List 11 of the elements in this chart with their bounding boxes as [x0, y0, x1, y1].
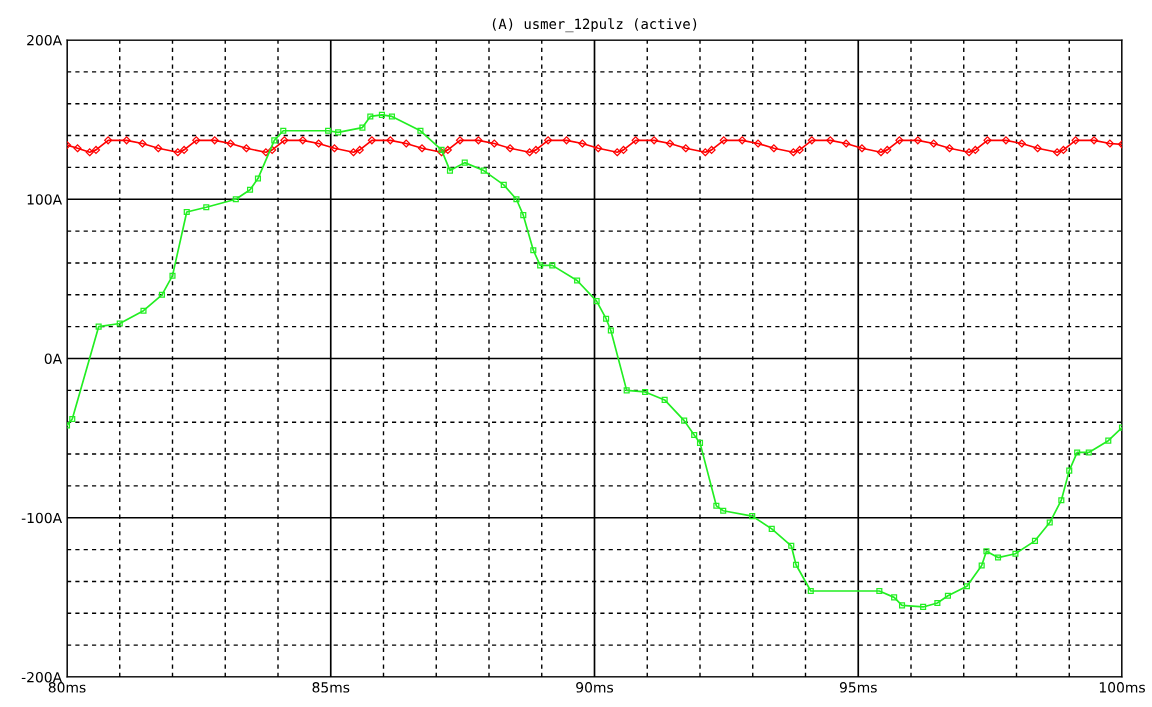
chart-title: (A) usmer_12pulz (active): [492, 18, 697, 33]
y-tick-label: 200A: [27, 34, 63, 46]
y-tick-label: 100A: [27, 194, 63, 205]
x-tick-label: 80ms: [48, 682, 86, 693]
y-tick-label: -200A: [21, 671, 63, 683]
y-tick-label: -100A: [21, 512, 63, 524]
x-tick-label: 90ms: [576, 682, 614, 693]
x-tick-label: 85ms: [312, 682, 350, 693]
x-tick-label: 95ms: [839, 682, 877, 693]
y-tick-label: 0A: [44, 353, 63, 364]
x-tick-label: 100ms: [1099, 682, 1145, 693]
